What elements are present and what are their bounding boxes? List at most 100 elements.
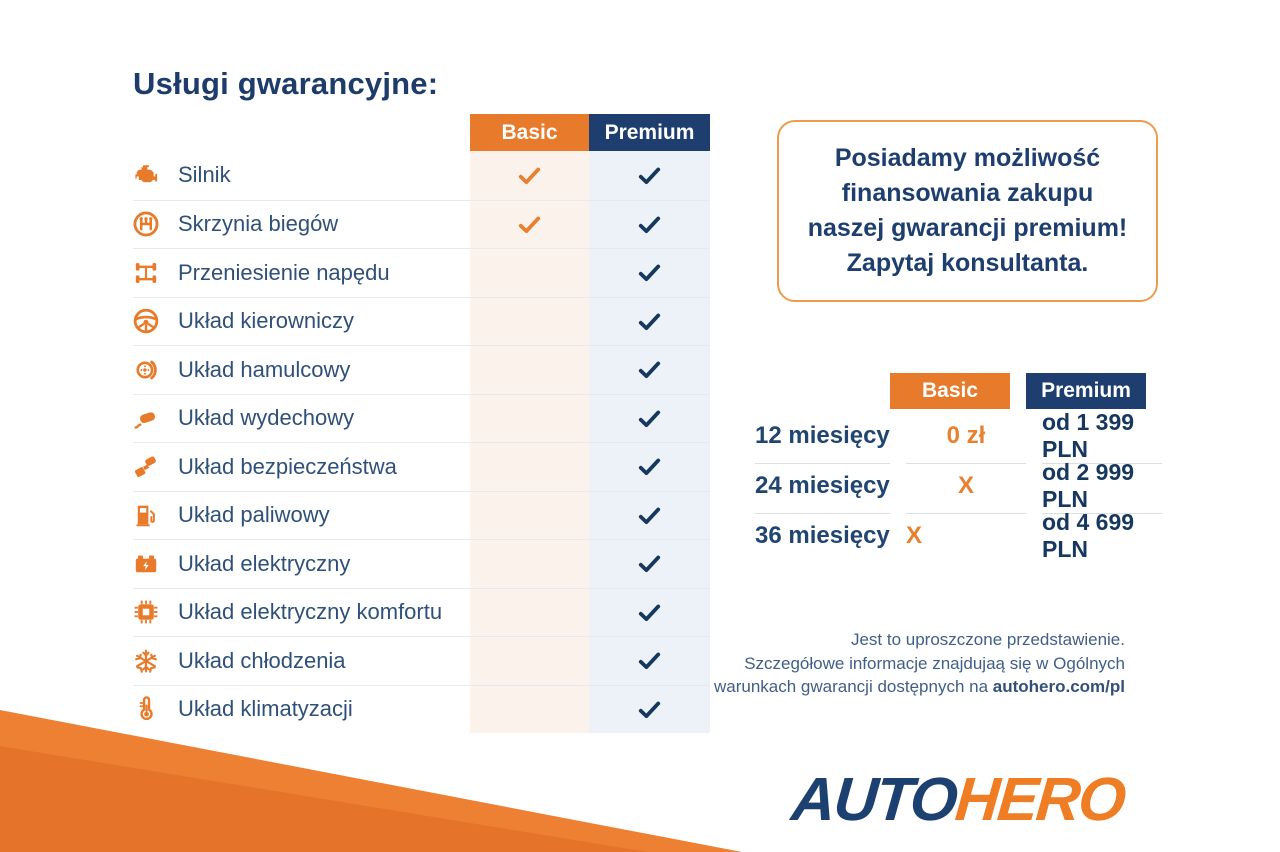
check-icon bbox=[637, 697, 662, 722]
disclaimer-line: Jest to uproszczone przedstawienie. bbox=[850, 630, 1125, 649]
fuel-pump-icon bbox=[133, 492, 178, 540]
pricing-basic-header: Basic bbox=[890, 373, 1010, 409]
battery-icon bbox=[133, 540, 178, 588]
comparison-table: Silnik Skrzynia biegów bbox=[133, 151, 710, 733]
exhaust-icon bbox=[133, 395, 178, 443]
financing-promo-box: Posiadamy możliwość finansowania zakupu … bbox=[777, 120, 1158, 302]
check-icon bbox=[637, 212, 662, 237]
premium-cell bbox=[589, 249, 710, 297]
table-row: Silnik bbox=[133, 151, 710, 200]
premium-cell bbox=[589, 443, 710, 491]
basic-cell bbox=[470, 685, 589, 733]
service-label: Układ paliwowy bbox=[178, 502, 330, 528]
promo-line: Zapytaj konsultanta. bbox=[846, 249, 1089, 277]
page-title: Usługi gwarancyjne: bbox=[133, 66, 439, 101]
pricing-premium-header: Premium bbox=[1026, 373, 1146, 409]
service-label: Przeniesienie napędu bbox=[178, 259, 390, 285]
pricing-table: 12 miesięcy 0 zł od 1 399 PLN 24 miesięc… bbox=[755, 409, 1162, 562]
disclaimer-line: warunkach gwarancji dostępnych na autohe… bbox=[713, 677, 1125, 696]
check-icon bbox=[637, 648, 662, 673]
premium-cell bbox=[589, 346, 710, 394]
premium-cell bbox=[589, 297, 710, 345]
check-icon bbox=[637, 600, 662, 625]
basic-cell bbox=[470, 394, 589, 442]
pricing-term: 36 miesięcy bbox=[755, 522, 890, 549]
premium-cell bbox=[589, 394, 710, 442]
premium-cell bbox=[589, 200, 710, 248]
service-label: Układ klimatyzacji bbox=[178, 696, 353, 722]
logo-auto-part: AUTO bbox=[789, 765, 959, 833]
drivetrain-icon bbox=[133, 249, 178, 297]
basic-cell bbox=[470, 297, 589, 345]
check-icon bbox=[637, 309, 662, 334]
basic-cell bbox=[470, 346, 589, 394]
service-label: Skrzynia biegów bbox=[178, 211, 339, 237]
basic-cell bbox=[470, 491, 589, 539]
pricing-premium-value: od 2 999 PLN bbox=[1042, 459, 1162, 514]
thermometer-icon bbox=[133, 686, 178, 734]
pricing-premium-value: od 4 699 PLN bbox=[1042, 509, 1135, 562]
check-icon bbox=[637, 454, 662, 479]
service-label: Układ elektryczny komfortu bbox=[178, 599, 443, 625]
check-icon bbox=[517, 212, 542, 237]
pricing-row: 24 miesięcy X od 2 999 PLN bbox=[755, 459, 1162, 514]
service-label: Silnik bbox=[178, 162, 231, 188]
service-label: Układ elektryczny bbox=[178, 550, 351, 576]
check-icon bbox=[637, 503, 662, 528]
table-row: Układ hamulcowy bbox=[133, 345, 710, 394]
pricing-row: 12 miesięcy 0 zł od 1 399 PLN bbox=[755, 409, 1162, 464]
brake-icon bbox=[133, 346, 178, 394]
promo-line: finansowania zakupu bbox=[841, 179, 1094, 207]
basic-cell bbox=[470, 200, 589, 248]
table-row: Skrzynia biegów bbox=[133, 199, 710, 249]
check-icon bbox=[637, 260, 662, 285]
basic-cell bbox=[470, 443, 589, 491]
table-row: Układ chłodzenia bbox=[133, 636, 710, 685]
gearbox-icon bbox=[133, 201, 178, 249]
basic-cell bbox=[470, 637, 589, 685]
premium-column-header: Premium bbox=[589, 114, 710, 151]
check-icon bbox=[637, 406, 662, 431]
autohero-logo: AUTOHERO bbox=[749, 764, 1167, 834]
premium-cell bbox=[589, 637, 710, 685]
premium-cell bbox=[589, 491, 710, 539]
basic-cell bbox=[470, 588, 589, 636]
service-label: Układ kierowniczy bbox=[178, 308, 355, 334]
pricing-premium-value: od 1 399 PLN bbox=[1042, 409, 1162, 464]
seatbelt-icon bbox=[133, 443, 178, 491]
basic-cell bbox=[470, 151, 589, 200]
table-row: Przeniesienie napędu bbox=[133, 248, 710, 297]
pricing-basic-value: X bbox=[906, 459, 1026, 514]
promo-line: Posiadamy możliwość bbox=[834, 144, 1101, 172]
service-label: Układ wydechowy bbox=[178, 405, 355, 431]
table-row: Układ klimatyzacji bbox=[133, 684, 710, 734]
pricing-term: 12 miesięcy bbox=[755, 409, 890, 464]
steering-wheel-icon bbox=[133, 298, 178, 346]
comparison-table-header: Basic Premium bbox=[470, 114, 710, 151]
table-row: Układ wydechowy bbox=[133, 393, 710, 443]
basic-cell bbox=[470, 540, 589, 588]
check-icon bbox=[637, 163, 662, 188]
logo-hero-part: HERO bbox=[952, 765, 1127, 833]
pricing-basic-value: X bbox=[906, 522, 923, 549]
engine-icon bbox=[133, 151, 178, 200]
check-icon bbox=[637, 357, 662, 382]
table-row: Układ paliwowy bbox=[133, 490, 710, 540]
check-icon bbox=[637, 551, 662, 576]
table-row: Układ elektryczny komfortu bbox=[133, 587, 710, 637]
website-url: autohero.com/pl bbox=[992, 677, 1125, 696]
chip-icon bbox=[133, 589, 178, 637]
snowflake-icon bbox=[133, 637, 178, 685]
pricing-row: 36 miesięcy X od 4 699 PLN bbox=[755, 509, 1146, 562]
check-icon bbox=[517, 163, 542, 188]
service-label: Układ hamulcowy bbox=[178, 356, 351, 382]
premium-cell bbox=[589, 151, 710, 200]
premium-cell bbox=[589, 685, 710, 733]
basic-column-header: Basic bbox=[470, 114, 589, 151]
promo-line: naszej gwarancji premium! bbox=[807, 214, 1128, 242]
premium-cell bbox=[589, 588, 710, 636]
service-label: Układ bezpieczeństwa bbox=[178, 453, 397, 479]
table-row: Układ bezpieczeństwa bbox=[133, 442, 710, 491]
disclaimer-line: Szczegółowe informacje znajdujaą się w O… bbox=[744, 653, 1125, 673]
